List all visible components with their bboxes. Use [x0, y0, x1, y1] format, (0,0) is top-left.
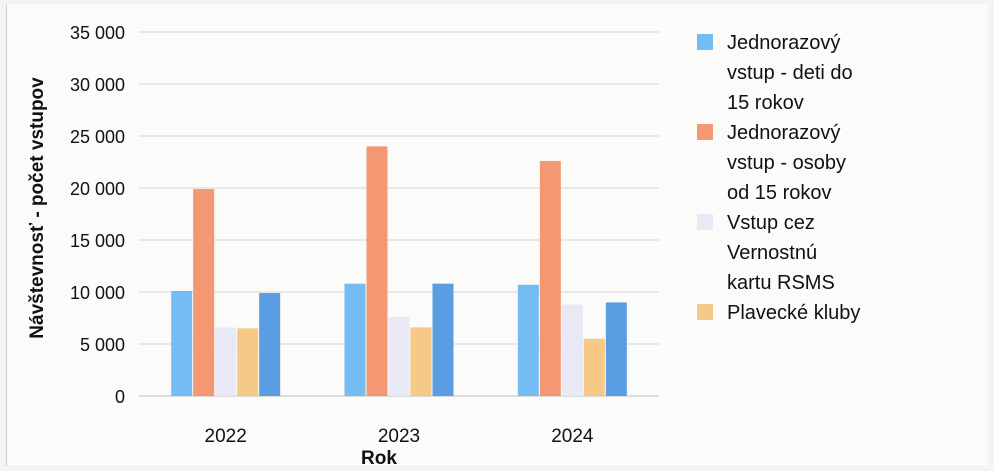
legend-label: Jednorazový: [727, 32, 840, 54]
legend-swatch: [697, 34, 713, 50]
legend-swatch: [697, 304, 713, 320]
legend-label: Vstup cez: [727, 212, 815, 234]
bar: [583, 338, 605, 396]
bar: [388, 316, 410, 396]
legend-label: 15 rokov: [727, 92, 804, 114]
x-tick-label: 2022: [205, 426, 247, 447]
bar: [410, 327, 432, 396]
legend-label: Jednorazový: [727, 122, 840, 144]
chart-frame: 0 5 000 10 000 15 000 20 000 25 000 30 000 35 0…: [6, 4, 988, 469]
bar: [344, 283, 366, 396]
x-axis-label: Rok: [361, 448, 397, 466]
y-tick-label: 10 000: [70, 283, 125, 303]
x-tick-label: 2024: [551, 426, 594, 447]
bar: [259, 293, 281, 396]
bar-chart: 0 5 000 10 000 15 000 20 000 25 000 30 000 35 0…: [27, 23, 860, 469]
legend-label: od 15 rokov: [727, 182, 832, 204]
legend-swatch: [697, 214, 713, 230]
legend-label: vstup - deti do: [727, 62, 853, 84]
legend-label: Vernostnú: [727, 242, 817, 264]
legend-label: kartu RSMS: [727, 272, 835, 294]
y-axis-label: Návštevnosť - počet vstupov: [27, 77, 48, 339]
legend-swatch: [697, 124, 713, 140]
bar: [561, 304, 583, 396]
x-tick-label: 2023: [378, 426, 420, 447]
y-tick-label: 20 000: [70, 179, 125, 199]
y-tick-label: 35 000: [70, 23, 125, 43]
bar: [215, 327, 237, 396]
bar: [366, 146, 388, 396]
bar: [237, 328, 259, 396]
y-tick-label: 5 000: [80, 335, 125, 355]
bar: [605, 302, 627, 396]
y-tick-label: 15 000: [70, 231, 125, 251]
bar: [171, 290, 193, 396]
bar: [193, 189, 215, 396]
legend-label: vstup - osoby: [727, 152, 846, 174]
y-tick-label: 0: [115, 387, 125, 407]
y-tick-label: 25 000: [70, 127, 125, 147]
legend-label: Plavecké kluby: [727, 302, 860, 324]
y-tick-label: 30 000: [70, 75, 125, 95]
bar: [539, 160, 561, 396]
bar: [517, 284, 539, 396]
bar: [432, 283, 454, 396]
